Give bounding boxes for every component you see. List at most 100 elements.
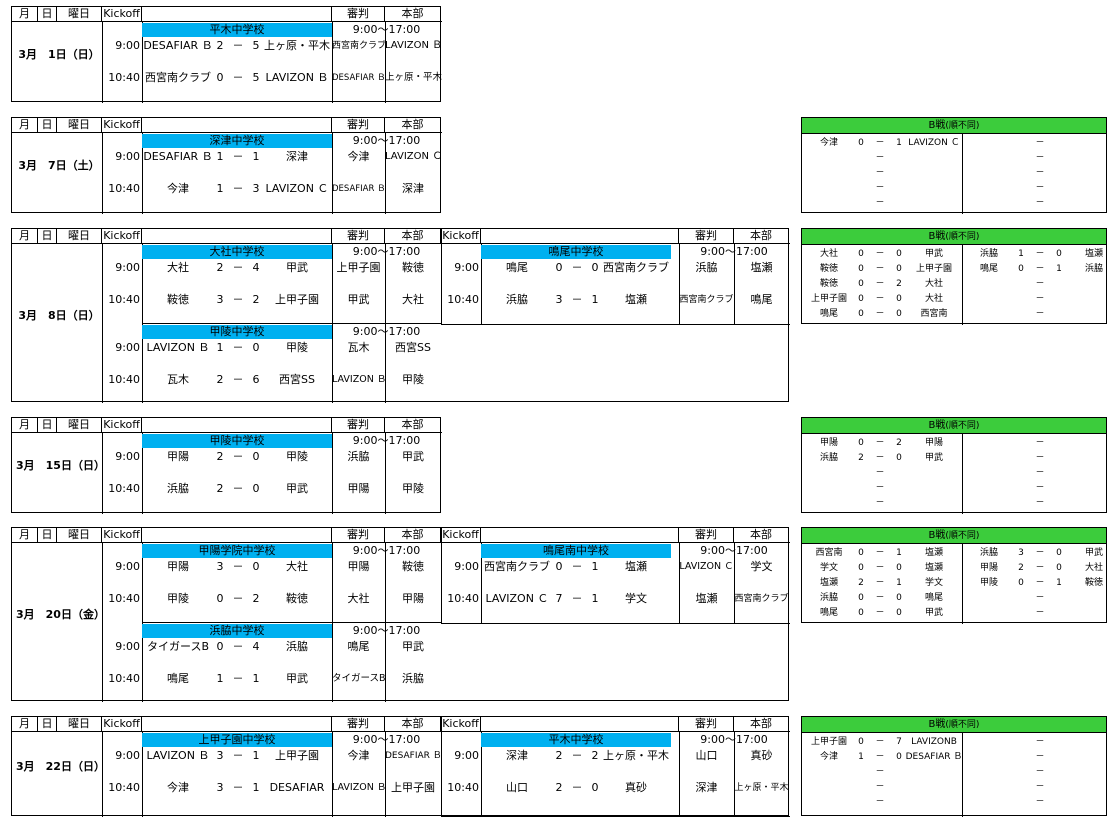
home-score: 0 <box>555 261 563 274</box>
b-away-team: 上甲子園 <box>915 264 952 274</box>
grid-line <box>102 132 103 214</box>
match-date: 3月 7日（土） <box>18 159 100 172</box>
referee: 塩瀬 <box>695 592 718 605</box>
home-team: DESAFIAR Ｂ <box>143 39 213 52</box>
b-empty-slot: － <box>1035 183 1045 193</box>
headquarters: 学文 <box>750 560 773 573</box>
headquarters: 鳴尾 <box>750 293 773 306</box>
home-score: 3 <box>216 749 224 762</box>
b-away-team: LAVIZONB <box>911 737 957 747</box>
grid-line <box>12 731 790 732</box>
header-w: 曜日 <box>57 229 102 243</box>
grid-line <box>102 21 103 103</box>
header-ref: 審判 <box>679 717 734 731</box>
referee: 甲陽 <box>347 560 370 573</box>
grid-line <box>102 731 103 817</box>
score-separator: － <box>232 640 244 653</box>
home-score: 2 <box>555 749 563 762</box>
away-score: 1 <box>252 749 260 762</box>
home-team: LAVIZON Ｂ <box>146 749 210 762</box>
b-match-row: 上甲子園 0 － 7 LAVIZONB <box>806 736 957 748</box>
venue-name: 甲陵中学校 <box>142 434 332 448</box>
match-row: 大社 2 － 4 甲武 <box>142 261 332 275</box>
b-away-score: 0 <box>896 563 902 573</box>
headquarters: 甲陽 <box>402 592 424 605</box>
b-game-header: B戦(順不同) <box>802 229 1106 245</box>
match-row: タイガースB 0 － 4 浜脇 <box>142 640 332 654</box>
b-game-title: B戦 <box>928 530 946 541</box>
referee: 今津 <box>347 150 370 163</box>
away-team: 甲武 <box>286 482 308 495</box>
header-venue <box>142 418 332 432</box>
match-row: 今津 1 － 3 LAVIZON Ｃ <box>142 182 332 196</box>
b-home-score: 3 <box>1018 548 1024 558</box>
kickoff-time: 9:00 <box>454 261 479 274</box>
home-score: 3 <box>555 293 563 306</box>
home-team: 甲陵 <box>167 592 189 605</box>
score-separator: － <box>232 560 244 573</box>
score-separator: － <box>571 560 583 573</box>
b-empty-slot: － <box>1035 294 1045 304</box>
grid-line <box>734 243 735 325</box>
b-game-title: B戦 <box>928 120 946 131</box>
grid-line <box>481 542 482 624</box>
b-home-team: 今津 <box>819 752 838 762</box>
grid-line <box>385 132 386 214</box>
b-away-team: 西宮南 <box>920 309 948 319</box>
b-game-box: B戦(順不同) 甲陽 0 － 2 甲陽 浜脇 2 － 0 甲武－－－－－－－－ <box>801 417 1107 514</box>
b-separator: － <box>875 294 885 304</box>
referee: DESAFIAR Ｂ <box>332 73 386 83</box>
header-ref: 審判 <box>332 717 385 731</box>
grid-line <box>441 623 790 624</box>
venue-name: 甲陽学院中学校 <box>142 544 332 558</box>
time-range: 9:00～17:00 <box>352 134 421 147</box>
b-separator: － <box>875 548 885 558</box>
match-row: DESAFIAR Ｂ 1 － 1 深津 <box>142 150 332 164</box>
match-date: 3月 1日（日） <box>18 48 100 61</box>
b-home-score: 0 <box>858 593 864 603</box>
b-away-team: 甲武 <box>1084 548 1103 558</box>
venue-name: 平木中学校 <box>142 23 332 37</box>
match-row: 深津 2 － 2 上ヶ原・平木 <box>481 749 679 763</box>
grid-line <box>12 432 442 433</box>
away-score: 0 <box>252 560 260 573</box>
b-away-team: LAVIZON Ｃ <box>908 138 960 148</box>
b-home-score: 2 <box>1018 563 1024 573</box>
b-home-team: 今津 <box>819 138 838 148</box>
schedule-block: 月日曜日 Kickoff 審判 本部 Kickoff 審判 本部 3月 8日（日） 大社中学校 9… <box>11 228 790 403</box>
home-team: LAVIZON Ｃ <box>485 592 549 605</box>
away-team: 真砂 <box>625 781 647 794</box>
time-range: 9:00～17:00 <box>352 434 421 447</box>
b-game-subtitle: (順不同) <box>945 531 980 541</box>
kickoff-time: 9:00 <box>115 150 140 163</box>
kickoff-time: 10:40 <box>108 781 140 794</box>
header-hq: 本部 <box>385 229 441 243</box>
header-k: Kickoff <box>102 229 142 243</box>
header-ref: 審判 <box>332 118 385 132</box>
headquarters: LAVIZON Ｃ <box>385 151 443 162</box>
score-separator: － <box>571 293 583 306</box>
home-score: 7 <box>555 592 563 605</box>
referee: 上甲子園 <box>336 261 381 274</box>
header-k: Kickoff <box>441 528 481 542</box>
b-game-title: B戦 <box>928 231 946 242</box>
grid-line <box>142 731 143 817</box>
referee: LAVIZON Ｂ <box>332 782 387 793</box>
grid-line <box>962 245 963 325</box>
away-score: 0 <box>252 482 260 495</box>
header-w: 曜日 <box>57 118 102 132</box>
grid-line <box>102 542 103 702</box>
venue-name: 鳴尾南中学校 <box>481 544 671 558</box>
away-team: 鞍徳 <box>286 592 308 605</box>
referee: 鳴尾 <box>347 640 370 653</box>
b-match-row: 今津 1 － 0 DESAFIAR Ｂ <box>806 751 962 763</box>
header-hq: 本部 <box>734 717 789 731</box>
b-separator: － <box>1035 578 1045 588</box>
headquarters: DESAFIAR Ｂ <box>385 751 442 761</box>
b-separator: － <box>875 593 885 603</box>
b-away-score: 1 <box>896 578 902 588</box>
away-team: LAVIZON Ｃ <box>265 182 329 195</box>
score-separator: － <box>571 592 583 605</box>
score-separator: － <box>232 482 244 495</box>
b-home-score: 0 <box>1018 578 1024 588</box>
